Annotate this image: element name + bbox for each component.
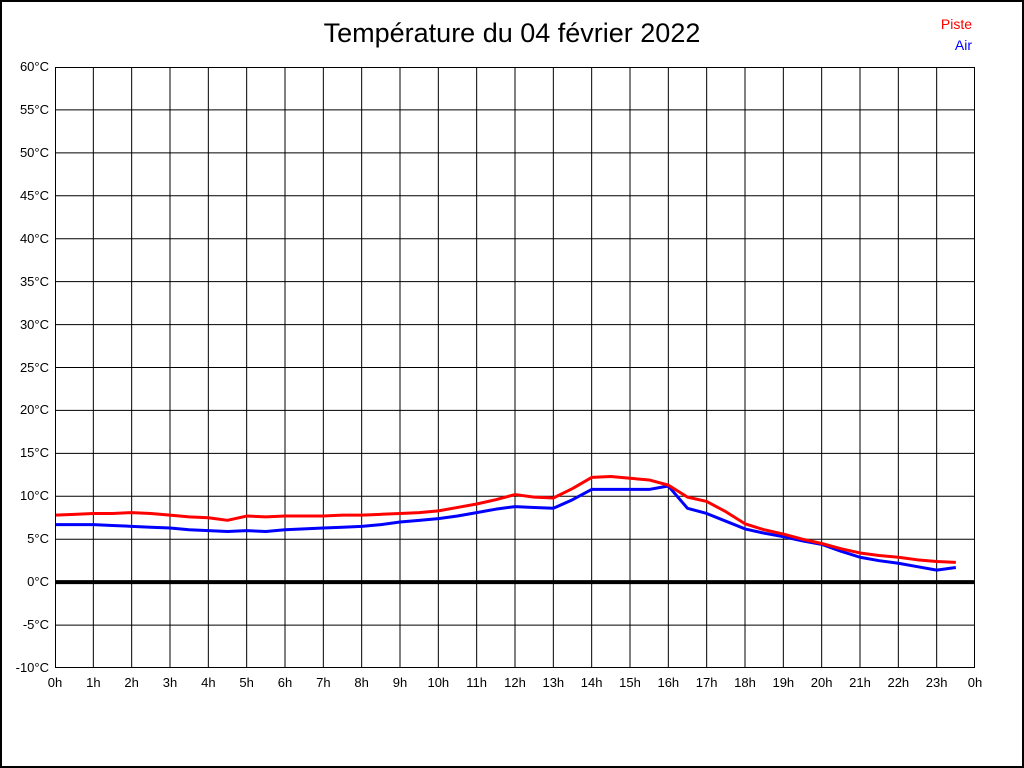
x-axis-tick-label: 18h: [734, 675, 756, 690]
y-axis-tick-label: -5°C: [22, 617, 49, 633]
x-axis-tick-label: 23h: [925, 675, 948, 690]
x-axis-tick-label: 21h: [849, 675, 871, 690]
legend-item-air: Air: [954, 37, 972, 53]
x-axis-tick-label: 3h: [162, 675, 178, 690]
series-line-air: [55, 484, 957, 572]
x-axis-tick-label: 1h: [86, 675, 101, 690]
x-axis-tick-label: 10h: [427, 675, 450, 690]
y-axis-tick-label: 25°C: [19, 359, 49, 375]
y-axis-tick-label: 50°C: [19, 144, 49, 160]
chart-title: Température du 04 février 2022: [323, 18, 701, 48]
y-axis-tick-label: 30°C: [19, 316, 49, 332]
x-axis-tick-label: 17h: [695, 675, 718, 690]
x-axis-tick-label: 4h: [201, 675, 216, 690]
x-axis-tick-label: 19h: [772, 675, 795, 690]
x-axis-tick-label: 5h: [239, 675, 254, 690]
y-axis-tick-label: 45°C: [19, 187, 49, 203]
x-axis-tick-label: 22h: [887, 675, 910, 690]
x-axis-tick-label: 9h: [392, 675, 408, 690]
x-axis-tick-label: 6h: [277, 675, 293, 690]
x-axis-tick-label: 2h: [124, 675, 139, 690]
y-axis-tick-label: 20°C: [19, 402, 49, 418]
y-axis-tick-label: 40°C: [19, 230, 49, 246]
x-axis-tick-label: 0h: [47, 675, 63, 690]
legend-item-piste: Piste: [940, 16, 972, 32]
y-axis-tick-label: 35°C: [19, 273, 49, 289]
x-axis-tick-label: 8h: [354, 675, 369, 690]
y-axis-tick-label: 0°C: [27, 574, 49, 590]
x-axis-tick-label: 15h: [619, 675, 641, 690]
legend: Piste Air: [941, 14, 972, 56]
y-axis-tick-label: 55°C: [19, 101, 49, 117]
x-axis-tick-label: 13h: [542, 675, 565, 690]
x-axis-tick-label: 20h: [810, 675, 833, 690]
y-axis-tick-label: -10°C: [15, 660, 49, 675]
x-axis-tick-label: 7h: [316, 675, 331, 690]
x-axis-tick-label: 14h: [580, 675, 603, 690]
y-axis-tick-label: 10°C: [19, 488, 49, 504]
x-axis-tick-label: 12h: [504, 675, 526, 690]
series-line-piste: [55, 475, 956, 564]
x-axis-tick-label: 16h: [657, 675, 680, 690]
plot-border: [55, 67, 975, 668]
y-axis-tick-label: 5°C: [27, 531, 49, 547]
x-axis-tick-label: 11h: [466, 675, 488, 690]
y-axis-tick-label: 15°C: [19, 445, 49, 461]
y-axis-tick-label: 60°C: [19, 59, 49, 74]
chart-svg: [55, 67, 975, 668]
x-axis-tick-label: 0h: [967, 675, 983, 690]
